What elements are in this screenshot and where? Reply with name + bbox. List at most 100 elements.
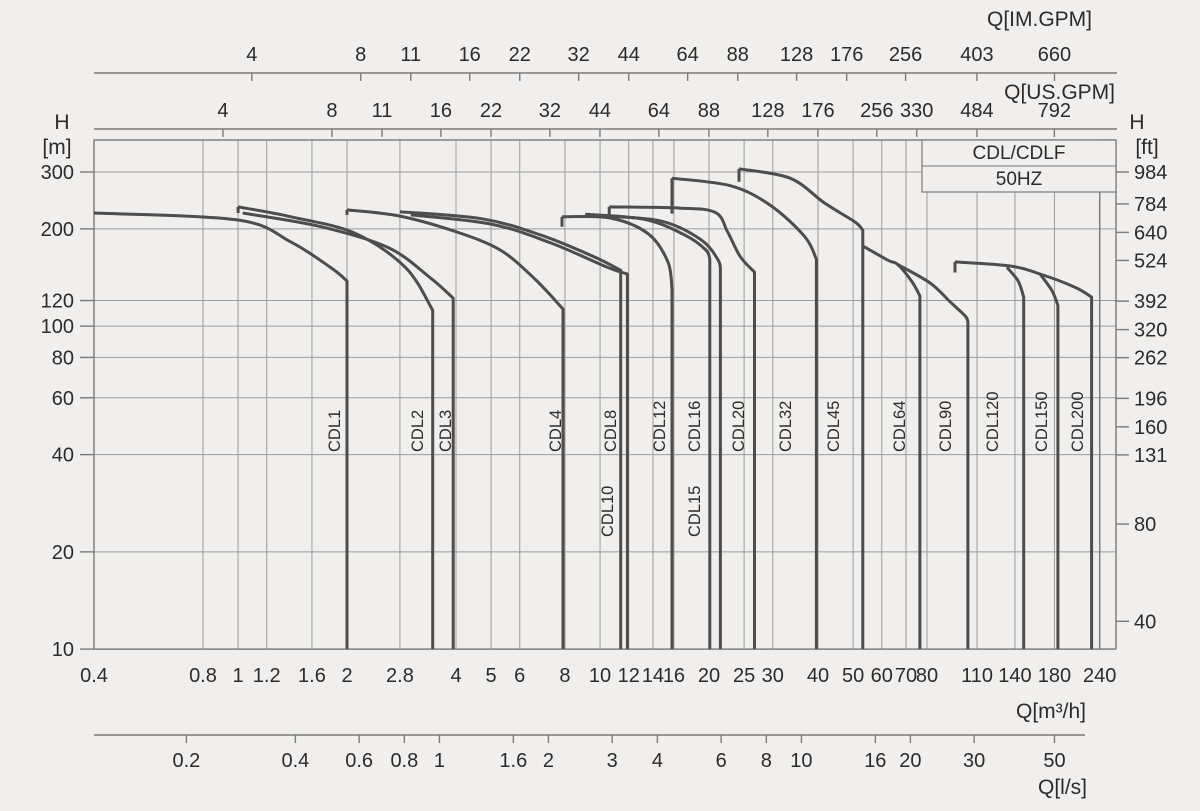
im-gpm-axis-tick-label: 32 [568, 44, 590, 66]
m3h-tick-label: 40 [807, 665, 829, 687]
m3h-tick-label: 140 [998, 665, 1031, 687]
curve-label-cdl3: CDL3 [437, 410, 455, 452]
us-gpm-axis-tick-label: 44 [589, 100, 611, 122]
ls-tick-label: 0.4 [281, 750, 309, 772]
ls-tick-label: 4 [652, 750, 663, 772]
m3h-tick-label: 6 [514, 665, 525, 687]
us-gpm-axis-tick-label: 88 [698, 100, 720, 122]
ls-tick-label: 3 [607, 750, 618, 772]
right-tick-label: 640 [1134, 222, 1167, 244]
right-tick-label: 80 [1134, 514, 1156, 536]
chart-title-line2: 50HZ [995, 169, 1043, 190]
curve-label-cdl120: CDL120 [984, 391, 1002, 452]
m3h-tick-label: 4 [450, 665, 461, 687]
m3h-tick-label: 25 [733, 665, 755, 687]
im-gpm-axis-tick-label: 22 [509, 44, 531, 66]
m3h-tick-label: 110 [961, 665, 993, 687]
left-tick-label: 60 [52, 388, 74, 410]
us-gpm-axis-tick-label: 11 [372, 100, 393, 122]
curve-label-cdl90: CDL90 [937, 401, 955, 452]
curve-cdl10 [410, 213, 629, 650]
im-gpm-axis-tick-label: 403 [960, 44, 993, 66]
m3h-tick-label: 1.2 [253, 665, 281, 687]
ls-tick-label: 0.6 [345, 750, 373, 772]
m3h-tick-label: 8 [559, 665, 570, 687]
curve-cdl12 [560, 214, 674, 650]
curve-cdl8 [399, 210, 623, 650]
ls-tick-label: 2 [543, 750, 554, 772]
m3h-tick-label: 1.6 [298, 665, 326, 687]
us-gpm-axis-tick-label: 176 [801, 100, 834, 122]
m3h-tick-label: 0.4 [80, 665, 108, 687]
curve-label-cdl20: CDL20 [730, 401, 748, 452]
ls-tick-label: 0.8 [390, 750, 418, 772]
m3h-tick-label: 1 [232, 665, 243, 687]
curve-label-cdl1: CDL1 [326, 410, 344, 452]
curve-label-cdl4: CDL4 [547, 410, 565, 452]
axis-label-ls: Q[l/s] [1037, 776, 1087, 799]
ls-tick-label: 20 [899, 750, 921, 772]
im-gpm-axis-tick-label: 256 [889, 44, 922, 66]
us-gpm-axis-tick-label: 792 [1038, 100, 1071, 122]
us-gpm-axis-tick-label: 256 [860, 100, 893, 122]
m3h-tick-label: 16 [663, 665, 685, 687]
curve-label-cdl150: CDL150 [1033, 391, 1051, 452]
us-gpm-axis-tick-label: 484 [960, 100, 993, 122]
left-tick-label: 80 [52, 347, 74, 369]
curve-label-cdl12: CDL12 [651, 401, 669, 452]
left-tick-label: 200 [41, 219, 74, 241]
im-gpm-axis-tick-label: 11 [400, 44, 421, 66]
axis-label-head-right-unit: [ft] [1135, 136, 1159, 159]
axis-label-im-gpm: Q[IM.GPM] [987, 8, 1092, 31]
us-gpm-axis-tick-label: 128 [751, 100, 784, 122]
curve-cdl45 [737, 167, 865, 650]
curve-cdl120 [1005, 266, 1026, 650]
left-tick-label: 300 [41, 162, 74, 184]
ls-tick-label: 8 [761, 750, 772, 772]
m3h-tick-label: 240 [1083, 665, 1116, 687]
m3h-tick-label: 70 [895, 665, 917, 687]
m3h-tick-label: 50 [842, 665, 864, 687]
m3h-tick-label: 180 [1038, 665, 1071, 687]
right-tick-label: 320 [1134, 320, 1167, 342]
us-gpm-axis-tick-label: 64 [648, 100, 670, 122]
axis-label-head-left-unit: [m] [42, 136, 72, 159]
curve-cdl1 [93, 211, 349, 650]
m3h-tick-label: 12 [618, 665, 640, 687]
m3h-tick-label: 5 [486, 665, 497, 687]
im-gpm-axis-tick-label: 16 [459, 44, 481, 66]
right-tick-label: 160 [1134, 417, 1167, 439]
left-tick-label: 10 [52, 639, 74, 661]
chart-title-line1: CDL/CDLF [972, 143, 1066, 164]
us-gpm-axis-tick-label: 8 [326, 100, 337, 122]
curve-label-cdl64: CDL64 [891, 401, 909, 452]
us-gpm-axis-tick-label: 32 [539, 100, 561, 122]
axis-label-m3h: Q[m³/h] [1015, 700, 1086, 723]
curve-cdl200 [953, 260, 1094, 650]
axis-label-head-left: H [54, 111, 70, 134]
curve-label-cdl45: CDL45 [825, 401, 843, 452]
axis-label-head-right: H [1129, 111, 1145, 134]
ls-tick-label: 6 [716, 750, 727, 772]
right-tick-label: 262 [1134, 348, 1167, 370]
ls-tick-label: 50 [1043, 750, 1065, 772]
m3h-tick-label: 2 [341, 665, 352, 687]
us-gpm-axis-tick-label: 330 [900, 100, 933, 122]
im-gpm-axis-tick-label: 4 [246, 44, 257, 66]
im-gpm-axis-tick-label: 64 [677, 44, 699, 66]
left-tick-label: 40 [52, 445, 74, 467]
right-tick-label: 392 [1134, 291, 1167, 313]
ls-tick-label: 1.6 [499, 750, 527, 772]
left-tick-label: 100 [41, 316, 74, 338]
m3h-tick-label: 20 [698, 665, 720, 687]
right-tick-label: 984 [1134, 162, 1167, 184]
curve-cdl3 [242, 211, 455, 650]
us-gpm-axis-tick-label: 22 [480, 100, 502, 122]
m3h-tick-label: 14 [642, 665, 664, 687]
curve-cdl90 [897, 263, 970, 650]
im-gpm-axis-tick-label: 88 [727, 44, 749, 66]
m3h-tick-label: 30 [762, 665, 784, 687]
m3h-tick-label: 60 [871, 665, 893, 687]
